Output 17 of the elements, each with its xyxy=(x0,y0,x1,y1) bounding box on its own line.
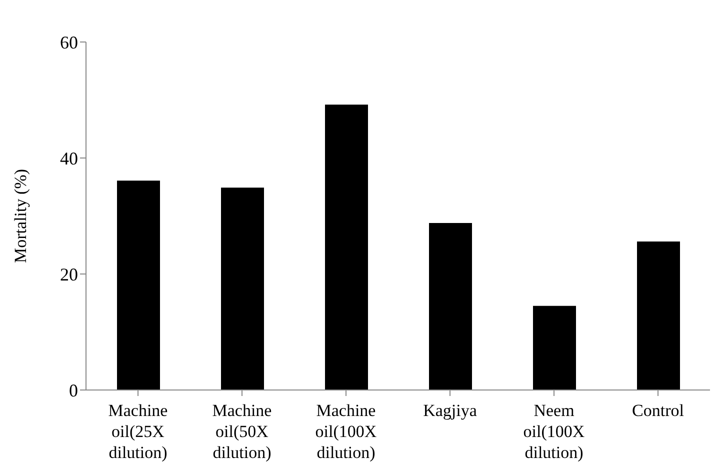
x-tick-label: Neem oil(100X dilution) xyxy=(523,401,585,462)
y-tick-label: 0 xyxy=(69,380,78,400)
y-tick-label: 20 xyxy=(60,264,78,284)
x-tick-label: Kagjiya xyxy=(423,401,478,420)
x-tick-label: Machine oil(100X dilution) xyxy=(315,401,377,462)
bar xyxy=(637,242,680,390)
y-axis-title: Mortality (%) xyxy=(11,169,30,263)
y-tick-label: 60 xyxy=(60,32,78,52)
bar xyxy=(533,306,576,390)
bar xyxy=(429,222,472,390)
bar xyxy=(117,180,160,390)
y-tick-label: 40 xyxy=(60,148,78,168)
x-tick-label: Control xyxy=(632,401,684,420)
x-tick-label: Machine oil(50X dilution) xyxy=(212,401,272,462)
x-tick-label: Machine oil(25X dilution) xyxy=(108,401,168,462)
bar xyxy=(325,104,368,390)
bar xyxy=(221,188,264,390)
